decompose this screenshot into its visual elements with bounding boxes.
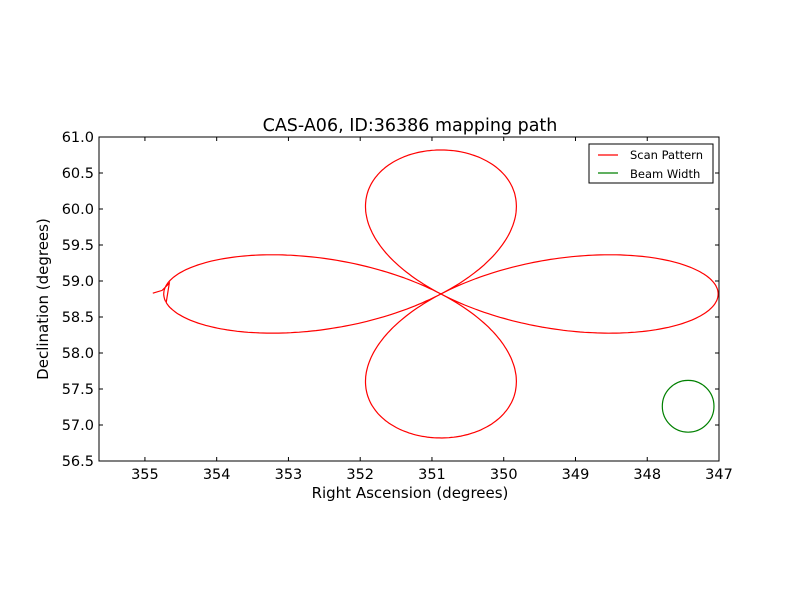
y-tick-label: 57.5 xyxy=(62,382,94,398)
y-tick-label: 61.0 xyxy=(62,130,94,146)
beam-width-circle xyxy=(661,379,715,433)
y-tick-label: 57.0 xyxy=(62,418,94,434)
y-tick-label: 60.5 xyxy=(62,166,94,182)
x-tick-label: 349 xyxy=(562,467,590,483)
legend: Scan Pattern Beam Width xyxy=(588,143,714,184)
x-tick-label: 351 xyxy=(418,467,446,483)
chart-title: CAS-A06, ID:36386 mapping path xyxy=(263,116,558,136)
scan-pattern-line xyxy=(152,149,719,439)
x-tick-label: 353 xyxy=(275,467,303,483)
x-tick-label: 347 xyxy=(705,467,733,483)
y-tick-label: 59.5 xyxy=(62,238,94,254)
x-tick-label: 350 xyxy=(490,467,518,483)
legend-box xyxy=(588,143,714,184)
x-tick-label: 352 xyxy=(346,467,374,483)
x-tick-label: 348 xyxy=(633,467,661,483)
plot-area xyxy=(152,149,719,439)
ticks: 355 354 353 352 351 350 349 348 347 56.5 57.0 57.5 5… xyxy=(62,130,733,483)
y-tick-label: 58.5 xyxy=(62,310,94,326)
y-tick-label: 60.0 xyxy=(62,202,94,218)
x-tick-label: 354 xyxy=(203,467,231,483)
y-tick-label: 58.0 xyxy=(62,346,94,362)
y-axis-label: Declination (degrees) xyxy=(34,218,52,380)
x-axis-label: Right Ascension (degrees) xyxy=(312,484,509,502)
y-tick-label: 56.5 xyxy=(62,454,94,470)
axes-frame xyxy=(98,136,720,462)
x-tick-label: 355 xyxy=(131,467,159,483)
legend-label-scan-pattern: Scan Pattern xyxy=(630,148,703,162)
y-tick-label: 59.0 xyxy=(62,274,94,290)
legend-label-beam-width: Beam Width xyxy=(630,167,700,181)
